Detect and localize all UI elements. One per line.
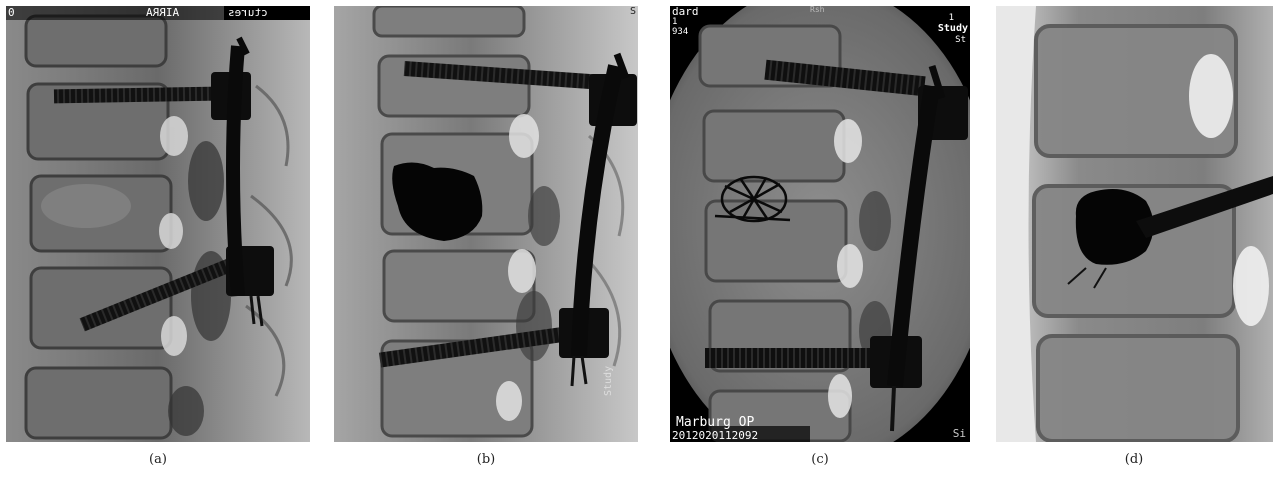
overlay-text-bottom-left-2: 2012020112092	[672, 429, 759, 442]
xray-image-a	[6, 6, 310, 442]
overlay-text-top-right-1: 1	[948, 13, 954, 23]
xray-image-d	[996, 6, 1273, 442]
xray-panel-c: dard 1 934 Rsh 1 Study St Marburg OP 201…	[670, 6, 970, 442]
xray-panel-a: 0 AIRRA ctures	[6, 6, 310, 442]
xray-image-b	[334, 6, 638, 442]
overlay-text-top-left-2: 1	[672, 17, 678, 27]
overlay-text-top-center: Rsh	[810, 6, 825, 14]
overlay-text-top-left-3: 934	[672, 27, 689, 37]
xray-panel-d	[996, 6, 1273, 442]
caption-d: (d)	[1124, 452, 1144, 467]
overlay-text-top-right: ctures	[228, 6, 268, 19]
overlay-text-top-right-2: Study	[937, 23, 968, 34]
caption-b: (b)	[476, 452, 496, 467]
xray-image-c	[670, 6, 970, 442]
overlay-text-top-right-3: St	[955, 35, 966, 45]
overlay-text-top-right: S	[629, 6, 636, 17]
overlay-text-bottom-left-1: Marburg OP	[676, 415, 755, 430]
caption-c: (c)	[811, 452, 829, 467]
caption-a: (a)	[149, 452, 167, 467]
xray-panel-b: S Study	[334, 6, 638, 442]
overlay-text-top-left-1: dard	[672, 6, 699, 18]
overlay-text-right-vertical: Study	[603, 365, 614, 396]
overlay-text-bottom-right: Si	[952, 427, 966, 440]
overlay-text-top-center: AIRRA	[146, 6, 180, 19]
overlay-text-top-left: 0	[8, 6, 15, 19]
